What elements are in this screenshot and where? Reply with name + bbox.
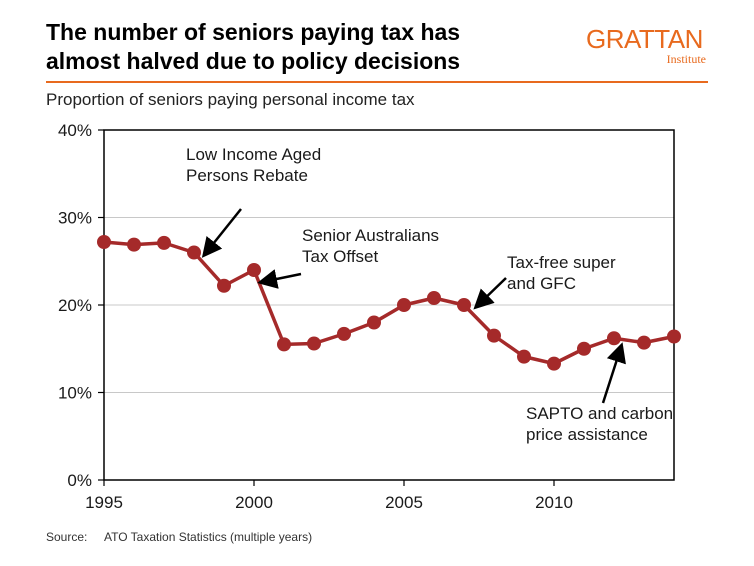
logo-wordmark: GRATTAN xyxy=(586,24,703,54)
annotation-arrow xyxy=(601,342,626,404)
series xyxy=(97,235,681,371)
annotation-text: Tax Offset xyxy=(302,247,378,266)
data-point xyxy=(487,328,501,343)
data-point xyxy=(157,235,171,250)
data-point xyxy=(577,341,591,356)
data-point xyxy=(397,298,411,312)
chart-title: The number of seniors paying tax has alm… xyxy=(46,18,566,76)
y-tick-label: 40% xyxy=(58,121,92,140)
chart-subtitle: Proportion of seniors paying personal in… xyxy=(46,90,415,109)
annotation-arrow xyxy=(473,277,507,310)
axis-ticks: 0% 10% 20% 30% 40% 1995 2000 2005 2010 xyxy=(58,121,573,512)
grid-lines xyxy=(104,217,674,393)
y-tick-label: 0% xyxy=(67,471,92,490)
title-line-2: almost halved due to policy decisions xyxy=(46,48,461,74)
data-point xyxy=(337,326,351,341)
data-point xyxy=(277,337,291,352)
y-tick-label: 20% xyxy=(58,296,92,315)
annotation-text: SAPTO and carbon xyxy=(526,404,673,423)
data-point xyxy=(667,329,681,344)
data-point xyxy=(367,315,381,330)
y-tick-label: 30% xyxy=(58,209,92,228)
data-point xyxy=(127,237,141,252)
annotation-arrow xyxy=(201,208,242,258)
data-point xyxy=(97,235,111,249)
annotation-text: Persons Rebate xyxy=(186,166,308,185)
title-divider xyxy=(46,81,708,83)
annotation-text: Tax-free super xyxy=(507,253,616,272)
data-point xyxy=(457,298,471,312)
annotation-text: price assistance xyxy=(526,425,648,444)
annotation-text: Low Income Aged xyxy=(186,145,321,164)
x-tick-label: 2005 xyxy=(385,493,423,512)
data-point xyxy=(307,336,321,351)
data-point xyxy=(247,263,261,277)
data-point xyxy=(187,245,201,260)
data-point xyxy=(637,335,651,350)
data-point xyxy=(217,278,231,293)
title-line-1: The number of seniors paying tax has xyxy=(46,19,461,45)
data-point xyxy=(427,291,441,305)
x-tick-label: 2000 xyxy=(235,493,273,512)
data-point xyxy=(517,349,531,364)
grattan-logo: GRATTAN Institute xyxy=(586,24,708,68)
x-tick-label: 2010 xyxy=(535,493,573,512)
data-point xyxy=(607,331,621,346)
source-label: Source: xyxy=(46,530,88,544)
y-tick-label: 10% xyxy=(58,384,92,403)
data-point xyxy=(547,356,561,371)
annotation-text: Senior Australians xyxy=(302,226,439,245)
source-text: ATO Taxation Statistics (multiple years) xyxy=(104,530,313,544)
annotations: Low Income Aged Persons Rebate Senior Aust… xyxy=(186,145,673,444)
logo-subtitle: Institute xyxy=(666,52,706,66)
annotation-arrow xyxy=(257,269,302,289)
annotation-text: and GFC xyxy=(507,274,576,293)
x-tick-label: 1995 xyxy=(85,493,123,512)
